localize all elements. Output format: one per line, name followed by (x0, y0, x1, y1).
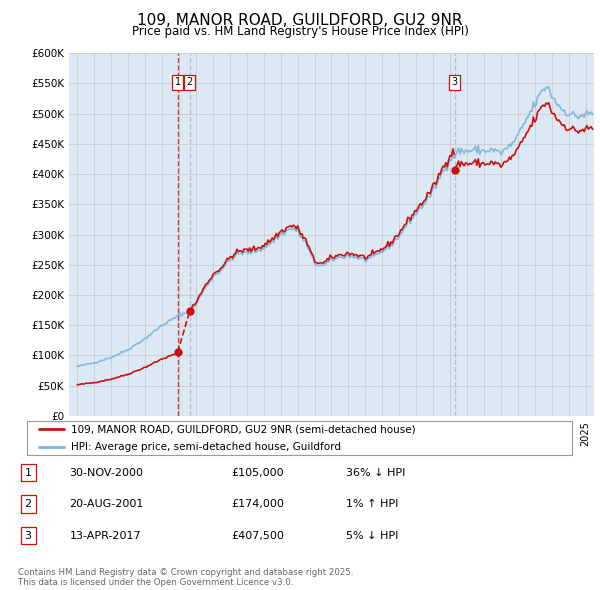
Text: 3: 3 (452, 77, 458, 87)
Text: £407,500: £407,500 (231, 530, 284, 540)
Text: 5% ↓ HPI: 5% ↓ HPI (346, 530, 398, 540)
Text: HPI: Average price, semi-detached house, Guildford: HPI: Average price, semi-detached house,… (71, 442, 341, 452)
Text: 20-AUG-2001: 20-AUG-2001 (70, 499, 144, 509)
FancyBboxPatch shape (27, 421, 572, 455)
Text: 13-APR-2017: 13-APR-2017 (70, 530, 141, 540)
Text: £105,000: £105,000 (231, 468, 284, 477)
Text: 109, MANOR ROAD, GUILDFORD, GU2 9NR: 109, MANOR ROAD, GUILDFORD, GU2 9NR (137, 13, 463, 28)
Text: Price paid vs. HM Land Registry's House Price Index (HPI): Price paid vs. HM Land Registry's House … (131, 25, 469, 38)
Text: 1% ↑ HPI: 1% ↑ HPI (346, 499, 398, 509)
Text: 2: 2 (187, 77, 193, 87)
Text: £174,000: £174,000 (231, 499, 284, 509)
Text: Contains HM Land Registry data © Crown copyright and database right 2025.
This d: Contains HM Land Registry data © Crown c… (18, 568, 353, 587)
Text: 1: 1 (25, 468, 32, 477)
Text: 1: 1 (175, 77, 181, 87)
Text: 2: 2 (25, 499, 32, 509)
Text: 36% ↓ HPI: 36% ↓ HPI (346, 468, 406, 477)
Text: 3: 3 (25, 530, 32, 540)
Text: 109, MANOR ROAD, GUILDFORD, GU2 9NR (semi-detached house): 109, MANOR ROAD, GUILDFORD, GU2 9NR (sem… (71, 424, 416, 434)
Text: 30-NOV-2000: 30-NOV-2000 (70, 468, 143, 477)
